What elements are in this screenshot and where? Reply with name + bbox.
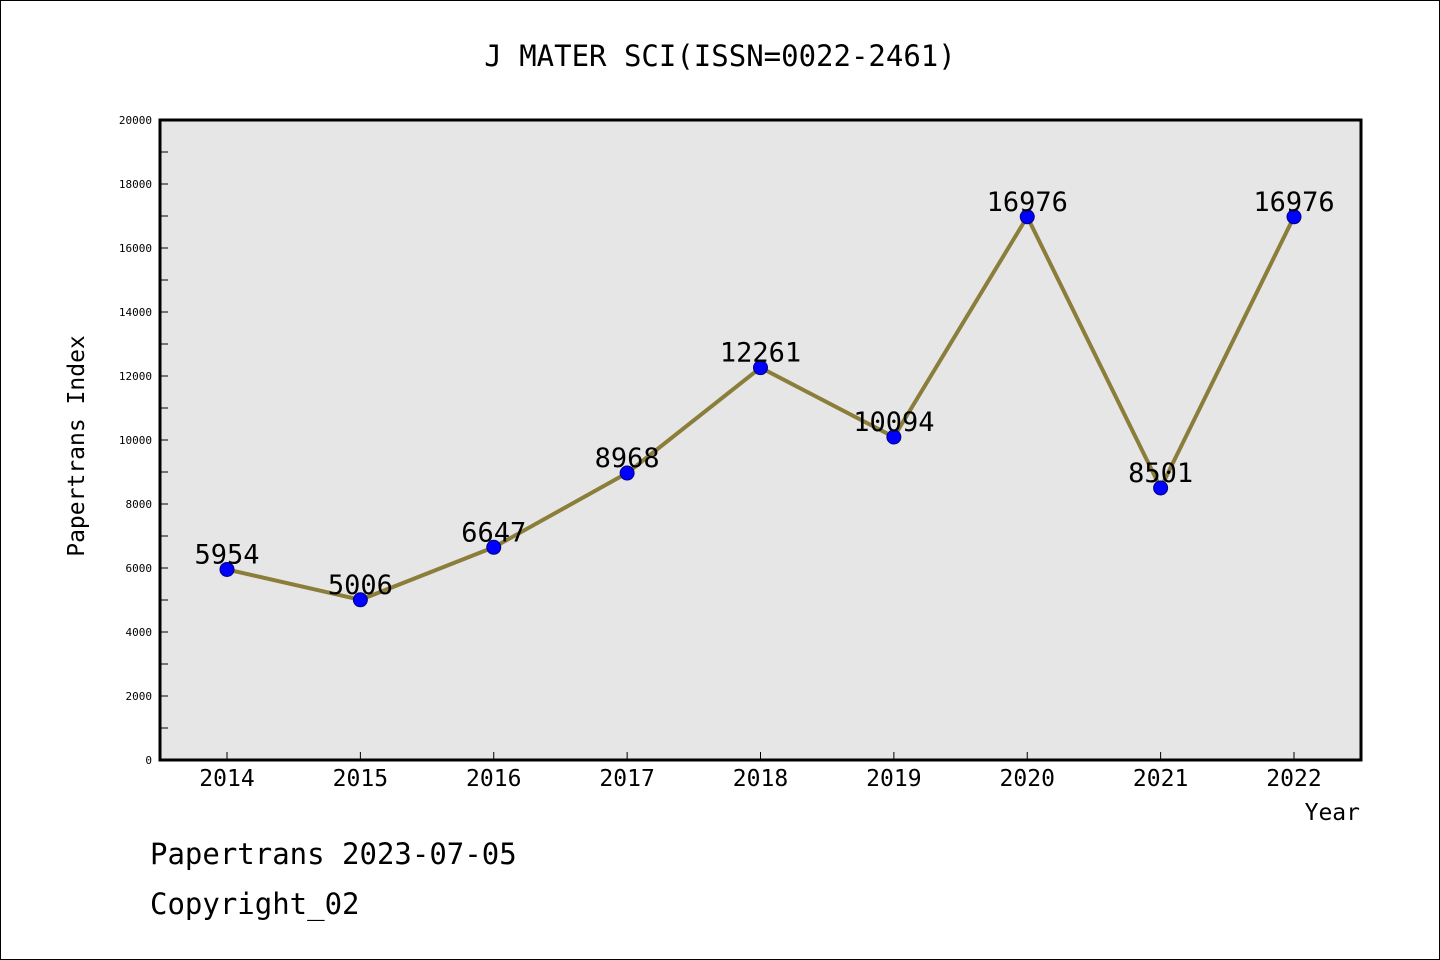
y-tick-label: 6000 [126, 562, 153, 575]
x-axis-title: Year [1305, 800, 1360, 826]
data-label: 12261 [720, 338, 801, 369]
data-point [1286, 209, 1302, 225]
data-point [753, 360, 768, 376]
data-label: 16976 [1253, 187, 1334, 218]
data-point [619, 465, 635, 481]
x-tick-label: 2015 [333, 766, 388, 792]
data-label: 5006 [328, 570, 393, 601]
y-tick-label: 4000 [126, 626, 153, 639]
data-label: 10094 [853, 407, 934, 438]
y-tick-label: 14000 [119, 306, 152, 319]
x-tick-label: 2022 [1266, 766, 1321, 792]
y-tick-label: 16000 [119, 242, 152, 255]
data-label: 6647 [461, 517, 526, 548]
footer-date: Papertrans 2023-07-05 [150, 837, 517, 871]
x-tick-label: 2020 [1000, 766, 1055, 792]
x-axis: 2014 2015 2016 2017 2018 2019 2020 2021 2022 [199, 752, 1322, 792]
data-label-group: 5954 5006 6647 8968 12261 10094 16976 8501 16976 [194, 187, 1334, 601]
y-tick-label: 8000 [126, 498, 153, 511]
y-tick-label: 12000 [119, 370, 152, 383]
x-tick-label: 2017 [599, 766, 654, 792]
y-axis: 0 2000 4000 6000 8000 10000 12000 14000 16000 180… [119, 114, 168, 767]
data-label: 5954 [194, 539, 259, 570]
chart-title: J MATER SCI(ISSN=0022-2461) [484, 39, 955, 73]
plot-area [158, 118, 1363, 762]
data-point [219, 561, 235, 577]
x-tick-label: 2021 [1133, 766, 1188, 792]
y-tick-label: 2000 [126, 690, 153, 703]
data-point [1153, 480, 1169, 496]
data-point [352, 592, 368, 608]
data-point [1019, 209, 1035, 225]
x-tick-label: 2014 [199, 766, 254, 792]
data-label: 8968 [595, 443, 660, 474]
y-tick-label: 0 [145, 754, 152, 767]
data-point [486, 539, 502, 555]
x-tick-label: 2018 [733, 766, 788, 792]
data-point [886, 429, 902, 445]
data-label: 8501 [1128, 458, 1193, 489]
data-label: 16976 [987, 187, 1068, 218]
footer-copyright: Copyright_02 [150, 887, 360, 922]
y-tick-label: 10000 [119, 434, 152, 447]
y-tick-label: 20000 [119, 114, 152, 127]
y-axis-title: Papertrans Index [64, 335, 90, 557]
marker-group [219, 209, 1302, 608]
x-tick-label: 2019 [866, 766, 921, 792]
x-tick-label: 2016 [466, 766, 521, 792]
y-tick-label: 18000 [119, 178, 152, 191]
